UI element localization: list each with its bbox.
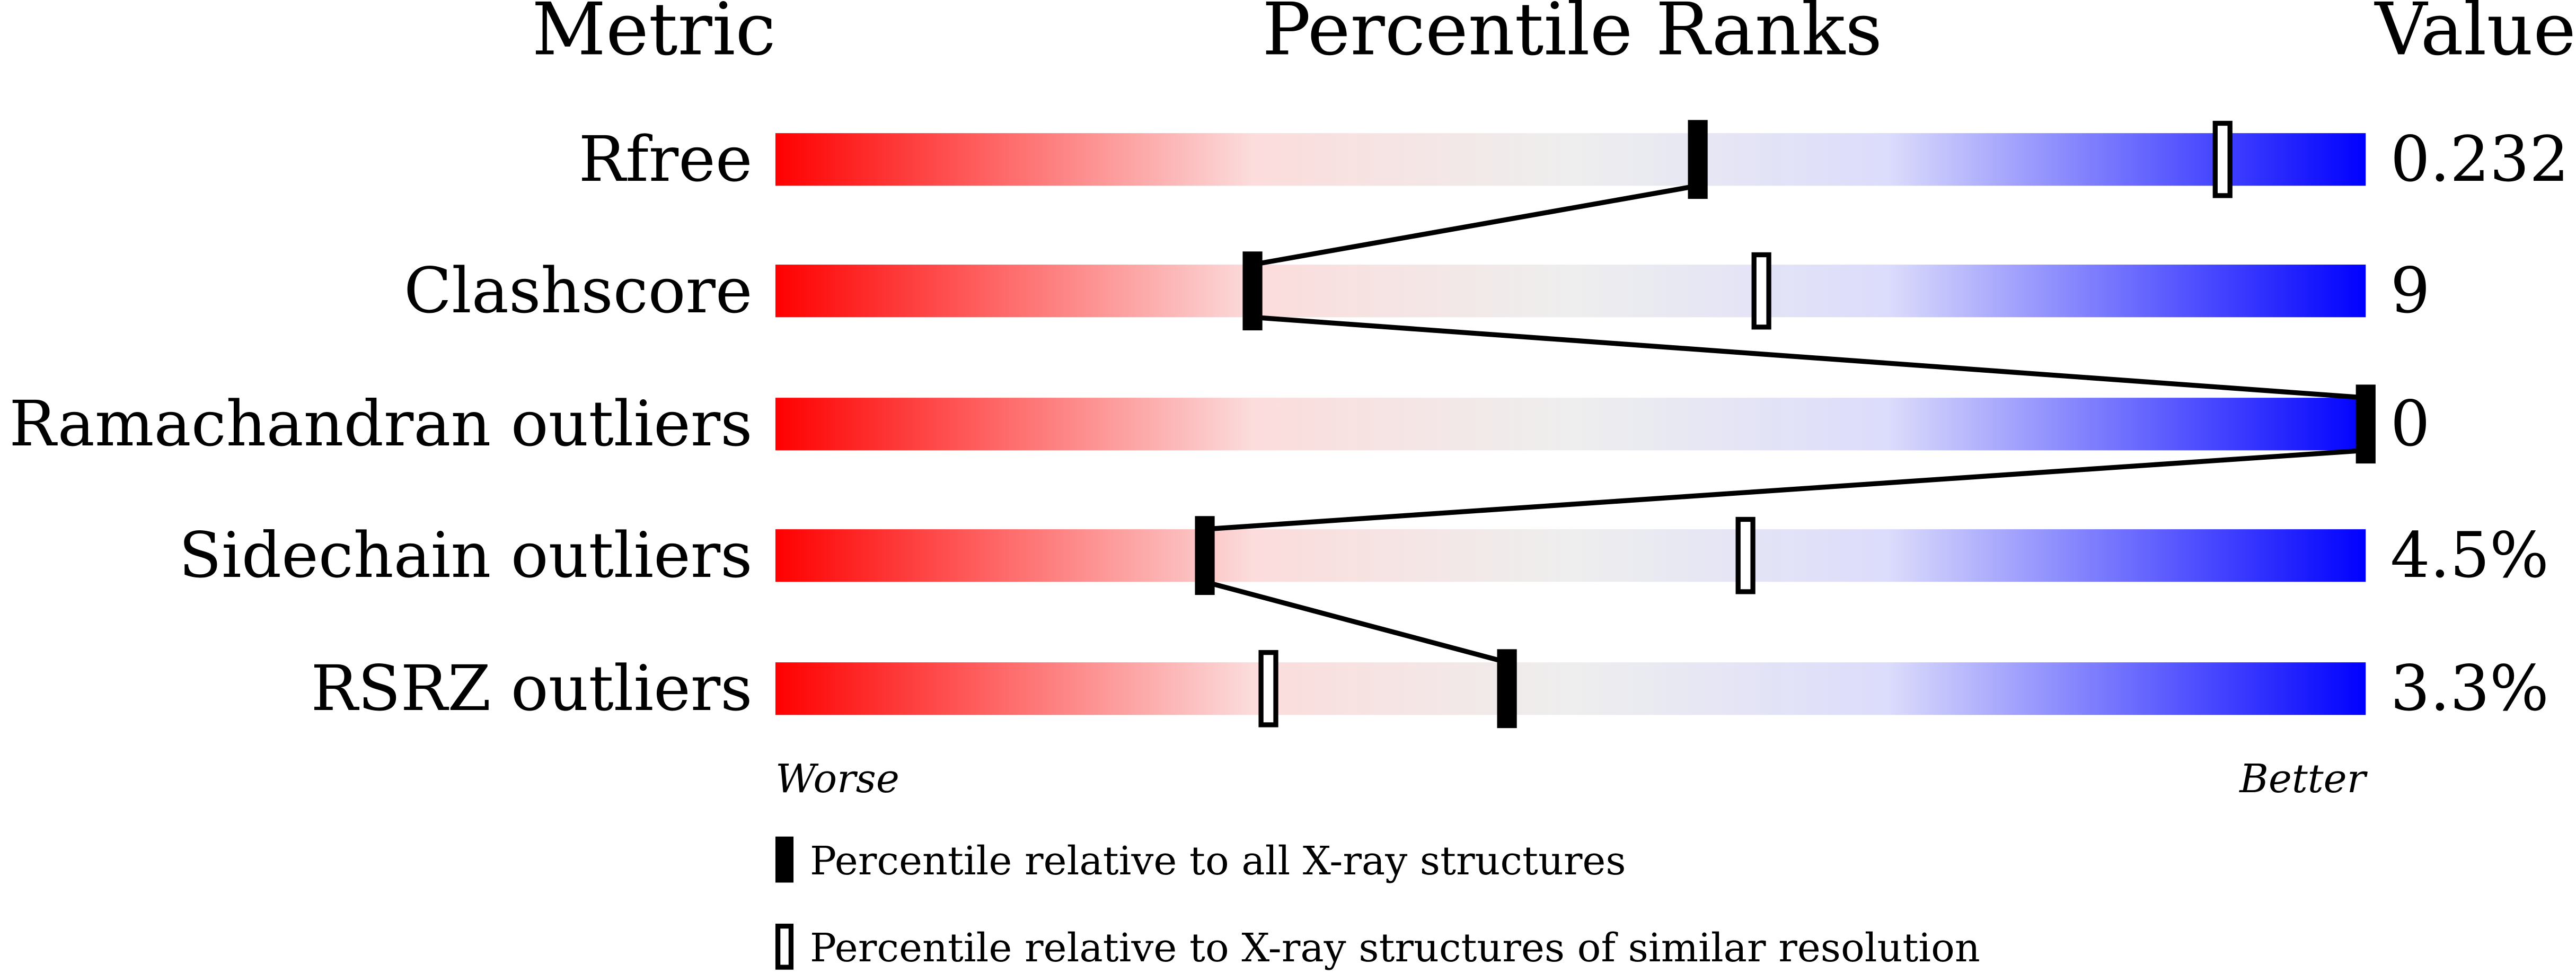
connector-line: [1252, 314, 2366, 400]
marker-similar-resolution: [2212, 120, 2233, 198]
marker-all-structures: [1195, 516, 1215, 595]
connector-line: [1204, 579, 1508, 665]
metric-label: Sidechain outliers: [179, 519, 752, 592]
header-value: Value: [2374, 0, 2576, 72]
marker-similar-resolution: [1751, 252, 1771, 330]
percentile-bar: [775, 265, 2366, 318]
legend-filled-marker: [775, 836, 794, 883]
metric-label: Clashscore: [404, 255, 753, 327]
metric-value: 4.5%: [2390, 519, 2549, 592]
metric-value: 0: [2390, 388, 2430, 460]
percentile-bar: [775, 133, 2366, 186]
axis-worse-label: Worse: [775, 756, 899, 802]
metric-label: RSRZ outliers: [311, 652, 752, 725]
metric-value: 9: [2390, 255, 2430, 327]
metric-value: 3.3%: [2390, 652, 2549, 725]
header-metric: Metric: [532, 0, 775, 72]
metric-label: Ramachandran outliers: [9, 388, 752, 460]
legend-filled-label: Percentile relative to all X-ray structu…: [810, 838, 1626, 884]
axis-better-label: Better: [2238, 756, 2368, 802]
connector-line: [1204, 448, 2366, 532]
legend-open-marker: [775, 923, 794, 970]
legend-open-label: Percentile relative to X-ray structures …: [810, 925, 1980, 971]
connector-line: [1252, 183, 1698, 267]
marker-all-structures: [1497, 649, 1517, 729]
marker-similar-resolution: [1735, 516, 1755, 594]
marker-all-structures: [1688, 120, 1708, 199]
marker-all-structures: [1242, 251, 1263, 331]
percentile-bar: [775, 398, 2366, 451]
metric-value: 0.232: [2390, 123, 2569, 196]
header-percentile-ranks: Percentile Ranks: [1262, 0, 1882, 72]
percentile-bar: [775, 662, 2366, 715]
marker-similar-resolution: [1258, 650, 1278, 727]
marker-all-structures: [2356, 384, 2376, 464]
metric-label: Rfree: [579, 123, 753, 196]
percentile-bar: [775, 529, 2366, 582]
